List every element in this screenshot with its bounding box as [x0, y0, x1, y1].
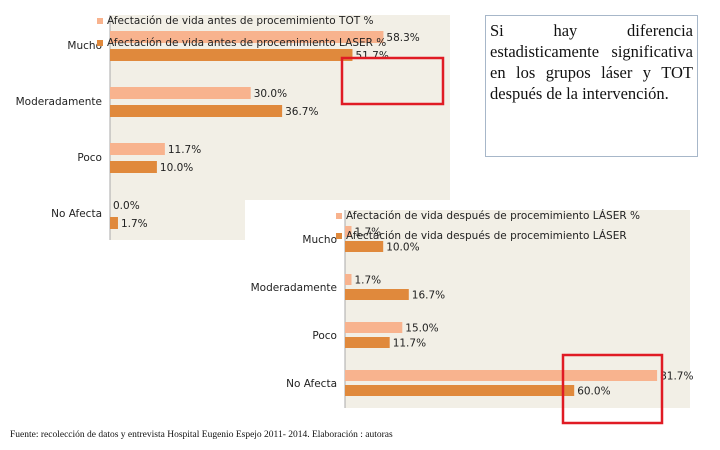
bar — [110, 217, 118, 229]
value-label: 11.7% — [393, 338, 426, 350]
legend-label: Afectación de vida antes de procemimient… — [107, 37, 386, 49]
legend-swatch — [336, 233, 342, 239]
highlight-box — [340, 56, 445, 106]
bar — [345, 337, 390, 348]
legend-label: Afectación de vida después de procemimie… — [346, 229, 627, 242]
category-label: Poco — [77, 152, 102, 164]
value-label: 16.7% — [412, 290, 445, 302]
value-label: 58.3% — [386, 32, 419, 44]
category-label: Moderadamente — [16, 96, 102, 108]
footer: Fuente: recolección de datos y entrevist… — [10, 430, 393, 440]
legend-swatch — [97, 40, 103, 46]
bar — [110, 49, 353, 61]
bar — [110, 31, 384, 43]
chart-2: Mucho 1.7% 10.0% Moderadamente 1.7% 16.7% Poco… — [251, 209, 694, 398]
value-label: 51.7% — [355, 50, 388, 62]
category-label: Moderadamente — [251, 282, 337, 294]
value-label: 60.0% — [577, 386, 610, 398]
category-label: No Afecta — [51, 208, 102, 220]
bar — [345, 385, 575, 396]
value-label: 36.7% — [285, 106, 318, 118]
value-label: 10.0% — [386, 242, 419, 254]
highlight-box — [561, 353, 664, 425]
bar — [345, 226, 352, 237]
value-label: 0.0% — [113, 200, 140, 212]
value-label: 1.7% — [354, 275, 381, 287]
legend-label: Afectación de vida antes de procemimient… — [107, 15, 373, 27]
bar — [345, 289, 409, 300]
category-label: Poco — [312, 330, 337, 342]
legend-swatch — [336, 213, 342, 219]
bar — [345, 322, 403, 333]
value-label: 30.0% — [254, 88, 287, 100]
value-label: 1.7% — [354, 227, 381, 239]
bar — [345, 241, 384, 252]
category-label: No Afecta — [286, 378, 337, 390]
bar — [110, 161, 157, 173]
category-label: Mucho — [302, 234, 337, 246]
bar — [110, 143, 165, 155]
chart-1: Mucho 58.3% 51.7% Moderadamente 30.0% 36.7% Po… — [16, 15, 420, 230]
bar — [345, 274, 352, 285]
bar — [110, 105, 283, 117]
value-label: 15.0% — [405, 323, 438, 335]
bar — [345, 370, 658, 381]
category-label: Mucho — [67, 40, 102, 52]
text-box: Si hay diferencia estadisticamente signi… — [485, 15, 698, 157]
value-label: 81.7% — [660, 371, 693, 383]
value-label: 10.0% — [160, 162, 193, 174]
value-label: 11.7% — [168, 144, 201, 156]
legend-label: Afectación de vida después de procemimie… — [346, 209, 640, 222]
value-label: 1.7% — [121, 218, 148, 230]
bar — [110, 87, 251, 99]
legend-swatch — [97, 18, 103, 24]
